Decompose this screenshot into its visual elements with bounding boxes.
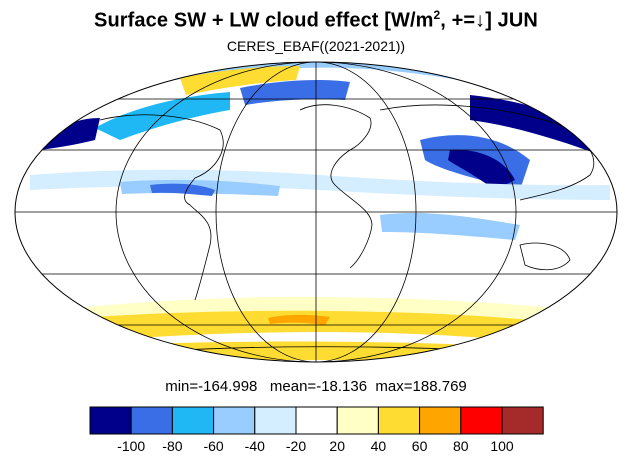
north-pacific-strong [40,118,100,150]
colorbar-tick-label: 100 [490,438,514,454]
map-subtitle: CERES_EBAF((2021-2021)) [226,38,406,54]
colorbar-labels: -100 -80 -60 -40 -20 20 40 60 80 100 [117,438,514,454]
map-title: Surface SW + LW cloud effect [W/m2, +=↓]… [94,8,538,32]
greenland-warm [180,66,300,95]
asia-monsoon-strong [448,149,515,190]
colorbar-box [89,406,132,435]
colorbar-box [254,406,297,435]
europe-africa-coast [299,104,373,269]
meridian-60 [215,62,417,362]
colorbar-tick-label: 20 [329,438,345,454]
colorbar-box [460,406,503,435]
siberia-strong [470,95,605,155]
tropical-band [30,169,610,200]
globe-outline [14,61,618,363]
itcz-strong [150,183,215,196]
colorbar-box [295,406,338,435]
colorbar-box [130,406,173,435]
colorbar-tick-label: -100 [117,438,145,454]
map-statistics: min=-164.998 mean=-18.136 max=188.769 [165,378,467,395]
colorbar-tick-label: 60 [412,438,428,454]
colorbar-tick-label: -80 [162,438,182,454]
colorbar-box [336,406,379,435]
meridian-120 [115,62,517,362]
colorbar-box [377,406,421,435]
colorbar-boxes [89,406,544,435]
colorbar-box [213,406,256,435]
colorbar-box [419,406,462,435]
americas-coast [99,114,224,301]
colorbar-tick-label: 80 [453,438,469,454]
southern-ocean-peak [268,314,330,325]
indian-ocean-cloud [380,213,520,240]
colorbar-tick-label: -20 [286,438,306,454]
colorbar-tick-label: -40 [245,438,265,454]
colorbar-tick-label: -60 [203,438,223,454]
southern-ocean-warm [80,310,570,345]
colorbar-box [501,406,544,435]
colorbar-box [171,406,215,435]
colorbar-tick-label: 40 [371,438,387,454]
world-map [14,61,618,363]
australia-coast [519,242,571,271]
